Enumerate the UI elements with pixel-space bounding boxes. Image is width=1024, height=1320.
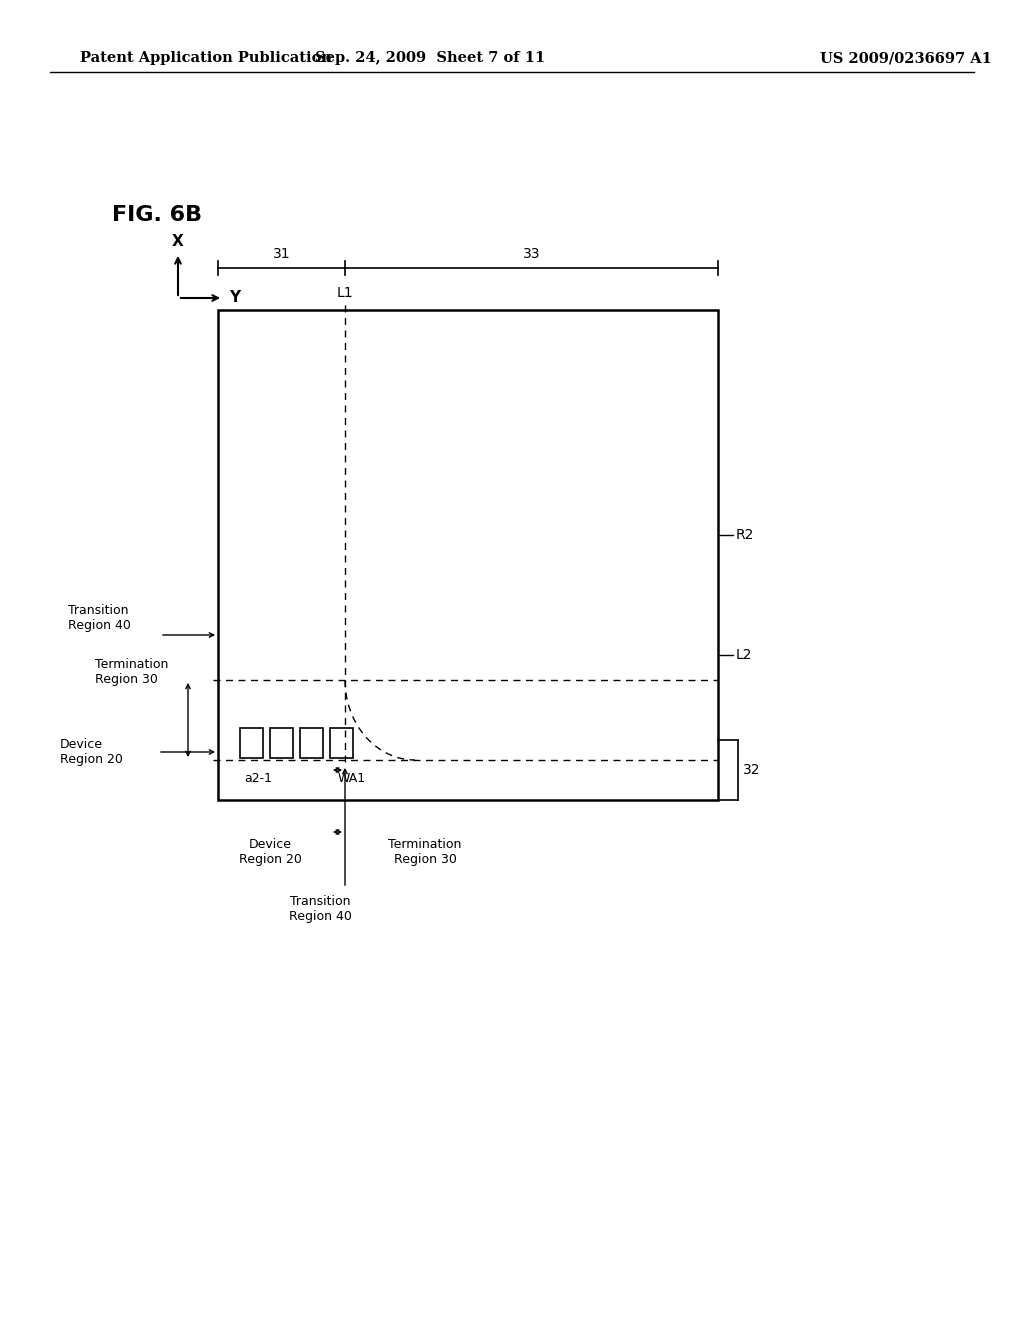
- Text: R2: R2: [736, 528, 755, 543]
- Text: X: X: [172, 234, 184, 248]
- Bar: [270, 729, 293, 758]
- Text: Device
Region 20: Device Region 20: [239, 838, 301, 866]
- Bar: [330, 729, 353, 758]
- Text: Transition
Region 40: Transition Region 40: [289, 895, 351, 923]
- Text: Patent Application Publication: Patent Application Publication: [80, 51, 332, 65]
- Text: Device
Region 20: Device Region 20: [60, 738, 123, 766]
- Text: L1: L1: [337, 286, 353, 300]
- Text: 31: 31: [272, 247, 291, 261]
- Text: a2-1: a2-1: [244, 771, 272, 784]
- Text: US 2009/0236697 A1: US 2009/0236697 A1: [820, 51, 992, 65]
- Bar: [218, 310, 718, 800]
- Text: Termination
Region 30: Termination Region 30: [95, 657, 168, 686]
- Text: 33: 33: [522, 247, 541, 261]
- Text: L2: L2: [736, 648, 753, 663]
- Text: Sep. 24, 2009  Sheet 7 of 11: Sep. 24, 2009 Sheet 7 of 11: [314, 51, 545, 65]
- Text: WA1: WA1: [338, 771, 366, 784]
- Bar: [240, 729, 263, 758]
- Bar: [300, 729, 323, 758]
- Text: FIG. 6B: FIG. 6B: [112, 205, 202, 224]
- Text: 32: 32: [743, 763, 761, 777]
- Text: Transition
Region 40: Transition Region 40: [68, 605, 131, 632]
- Text: Termination
Region 30: Termination Region 30: [388, 838, 462, 866]
- Text: Y: Y: [229, 290, 241, 305]
